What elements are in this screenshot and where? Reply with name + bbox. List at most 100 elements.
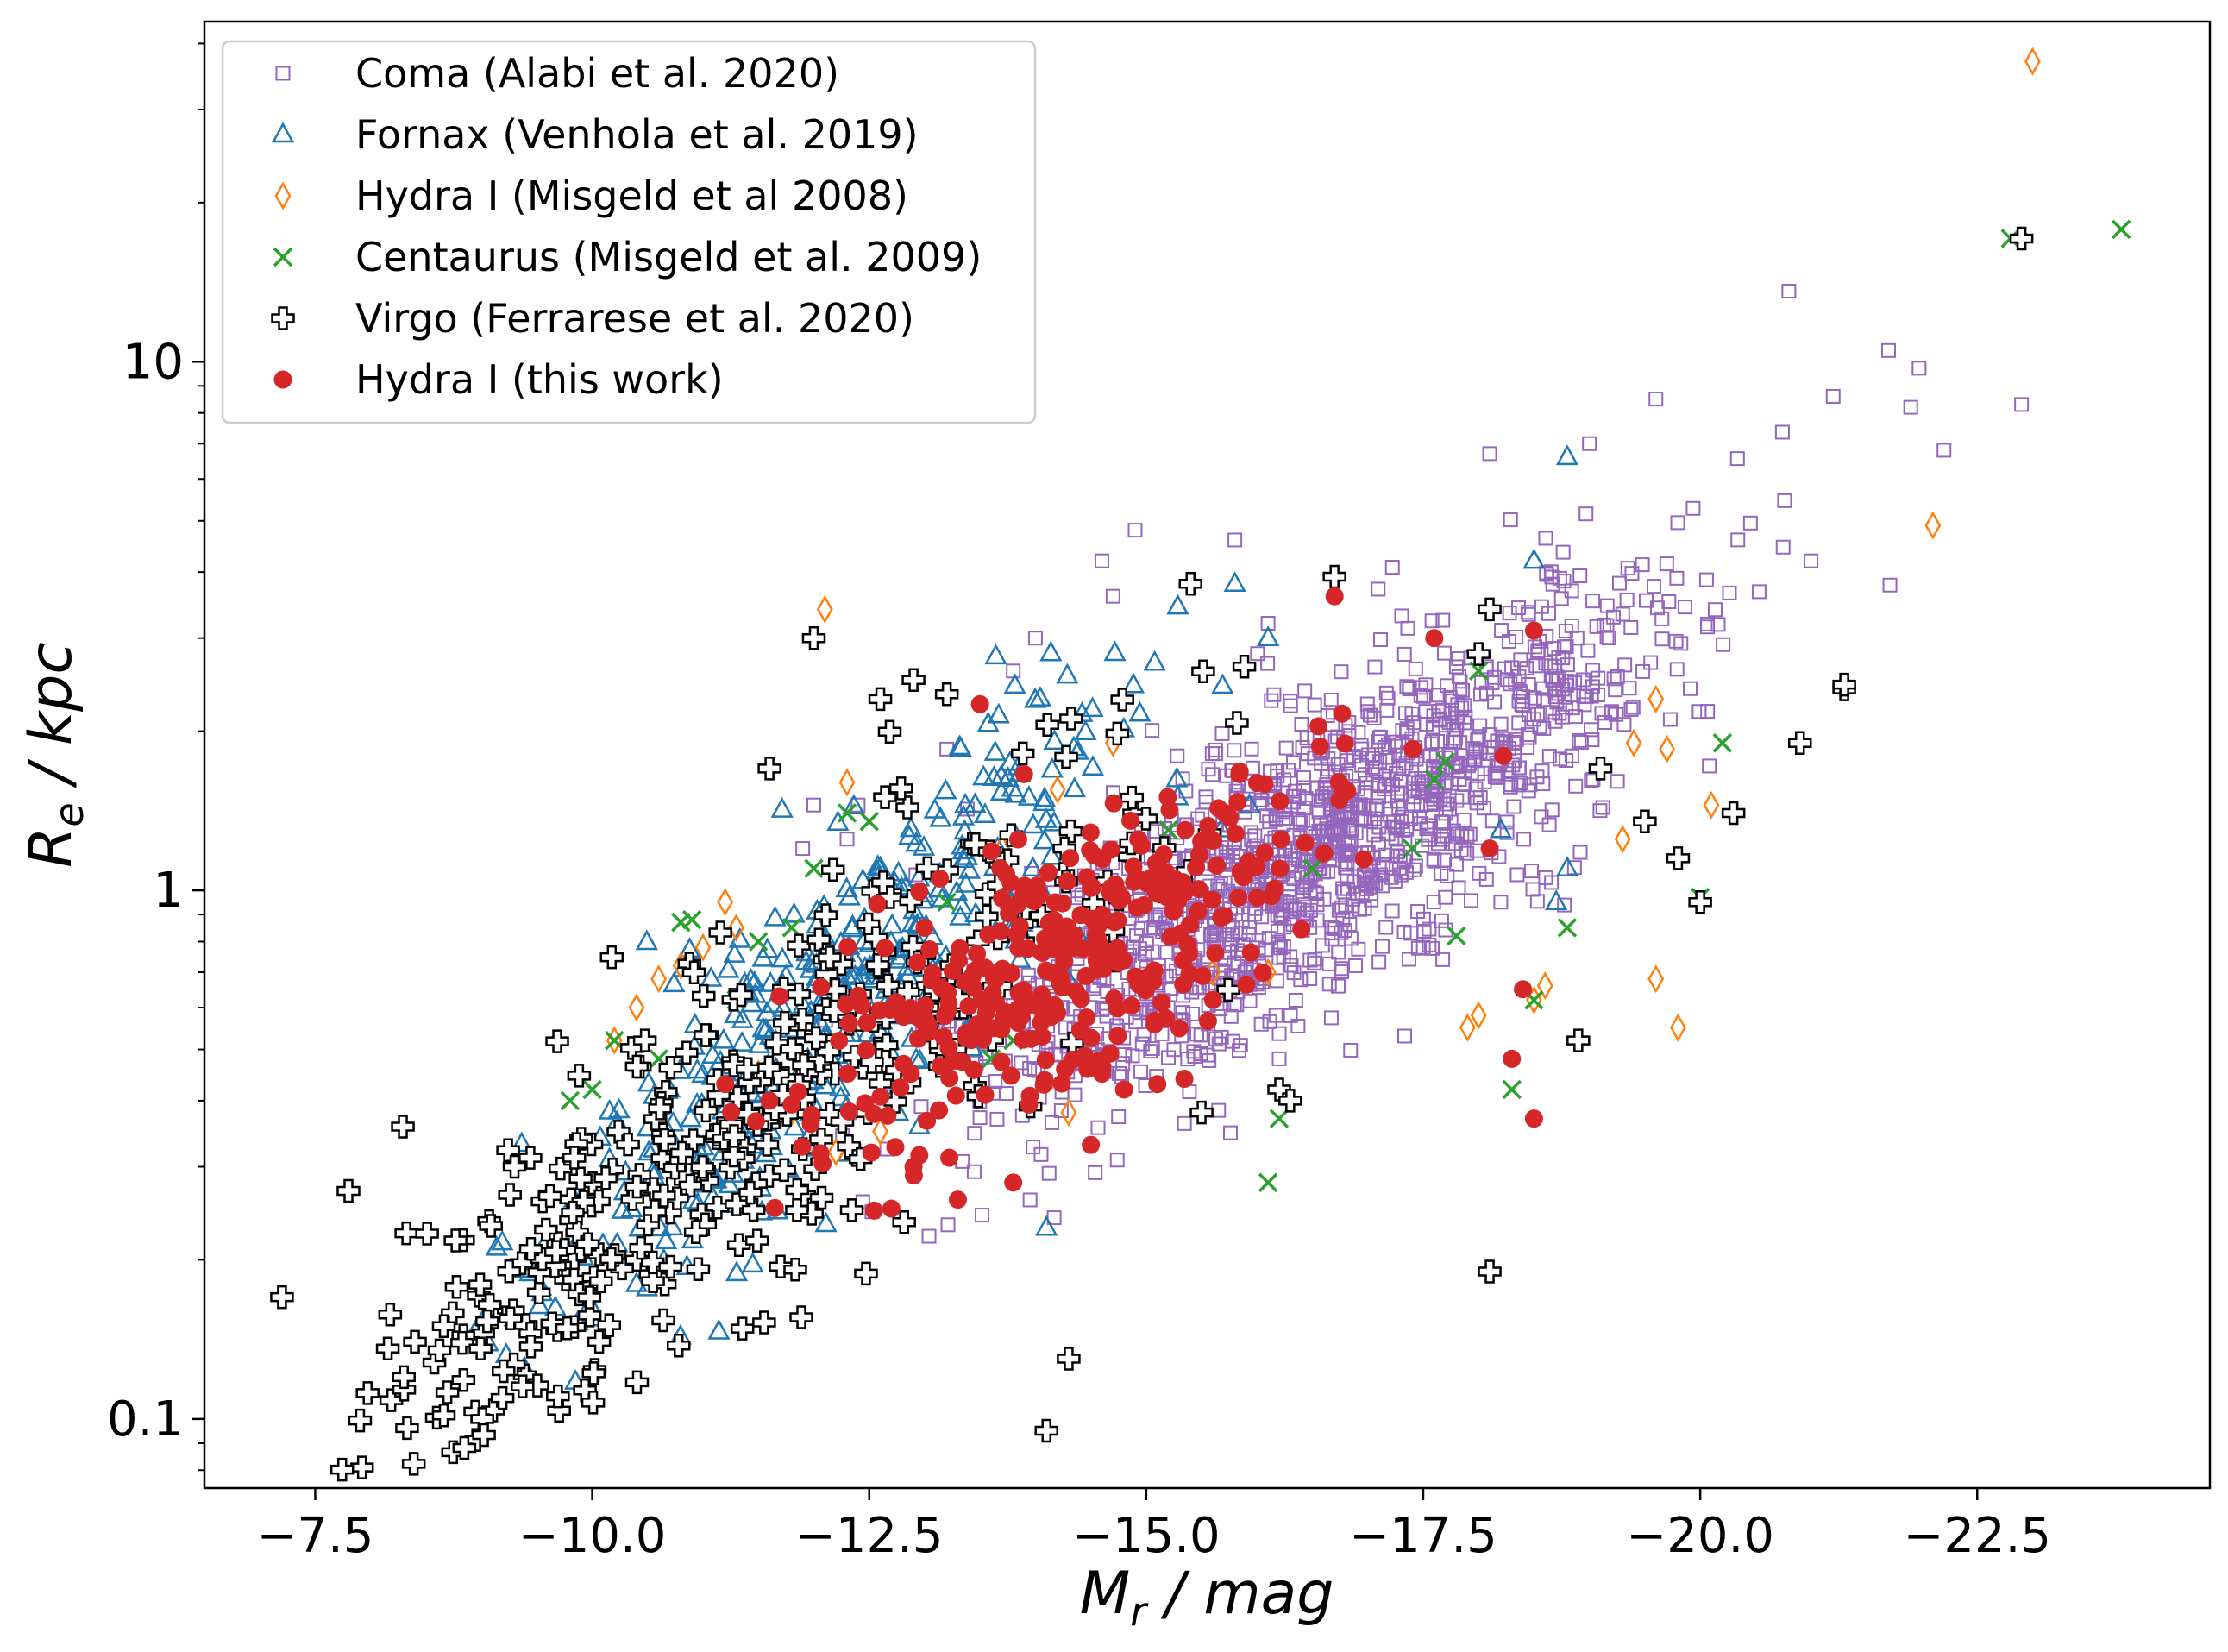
series-2-point — [691, 1062, 714, 1084]
series-1-point — [1278, 740, 1294, 756]
series-6-point — [1023, 994, 1042, 1013]
series-1-point — [1513, 776, 1528, 791]
series-1-point — [1569, 631, 1585, 646]
series-5-point — [643, 1199, 668, 1223]
series-1-point — [1677, 600, 1692, 615]
series-1-point — [1296, 880, 1311, 895]
series-1-point — [1330, 978, 1346, 994]
series-6-point — [1122, 996, 1141, 1015]
series-2-point — [838, 884, 861, 906]
series-5-point — [1058, 819, 1083, 844]
series-4-point — [1447, 926, 1466, 946]
series-3-point — [872, 1116, 889, 1146]
series-1-point — [1654, 611, 1670, 626]
series-5-point — [568, 1166, 593, 1191]
series-1-point — [1398, 850, 1414, 865]
series-1-point — [1553, 591, 1569, 606]
series-5-point — [1478, 597, 1502, 622]
series-6-point — [931, 869, 950, 888]
series-1-point — [1493, 716, 1509, 732]
series-1-point — [806, 797, 821, 813]
series-1-point — [1541, 817, 1557, 832]
series-1-point — [1503, 512, 1518, 528]
series-2-point — [996, 766, 1020, 788]
series-6-point — [1174, 975, 1193, 994]
series-1-point — [1619, 592, 1635, 607]
series-5-point — [581, 1391, 606, 1415]
series-5-point — [1178, 572, 1202, 596]
legend-marker-4 — [273, 247, 293, 267]
series-1-point — [1527, 690, 1542, 706]
series-6-point — [838, 1065, 857, 1084]
series-1-point — [1698, 572, 1714, 587]
series-1-point — [1551, 650, 1566, 665]
series-5-point — [744, 1228, 769, 1253]
series-1-point — [1262, 1014, 1277, 1029]
series-6-point — [856, 1094, 875, 1113]
series-1-point — [1357, 901, 1372, 916]
series-5-point — [641, 1269, 665, 1293]
series-1-point — [1635, 557, 1650, 573]
series-6-point — [1255, 843, 1274, 862]
series-3-point — [1647, 964, 1665, 994]
series-1-point — [1547, 682, 1563, 698]
series-1-point — [1396, 1028, 1412, 1044]
series-2-point — [1223, 571, 1246, 593]
series-1-point — [1683, 681, 1698, 696]
series-1-point — [1327, 921, 1343, 937]
series-2-point — [686, 1058, 709, 1079]
series-1-point — [1729, 451, 1745, 467]
series-5-point — [865, 953, 890, 977]
series-1-point — [1623, 701, 1639, 717]
series-5-point — [392, 1365, 416, 1390]
series-1-point — [940, 1217, 956, 1233]
series-1-point — [1506, 799, 1522, 814]
series-1-point — [1544, 875, 1560, 890]
series-5-point — [675, 1040, 699, 1065]
series-6-point — [871, 1087, 890, 1106]
series-1-point — [913, 1099, 929, 1115]
series-1-point — [1804, 553, 1819, 568]
series-5-point — [581, 1361, 606, 1385]
series-6-point — [746, 1112, 765, 1131]
series-1-point — [1437, 796, 1453, 812]
series-1-point — [1371, 836, 1386, 851]
series-6-point — [1081, 823, 1100, 842]
series-1-point — [1410, 940, 1426, 956]
series-1-point — [1377, 781, 1392, 796]
series-2-point — [1257, 625, 1280, 646]
series-1-point — [1450, 697, 1465, 713]
series-5-point — [1466, 642, 1491, 666]
series-2-point — [491, 1229, 514, 1251]
series-1-point — [1105, 588, 1120, 604]
series-2-point — [1103, 640, 1127, 662]
series-2-point — [635, 929, 658, 951]
legend-marker-6 — [273, 370, 292, 389]
series-6-point — [1148, 1075, 1167, 1094]
series-6-point — [901, 998, 919, 1017]
series-1-point — [1200, 1047, 1215, 1063]
series-6-point — [1061, 849, 1080, 868]
series-5-point — [588, 1269, 613, 1293]
series-6-point — [812, 977, 831, 996]
series-5-point — [1588, 757, 1613, 781]
series-1-point — [1340, 753, 1355, 769]
series-1-point — [1145, 723, 1160, 738]
series-1-point — [1353, 738, 1369, 753]
legend-label-1: Coma (Alabi et al. 2020) — [355, 50, 839, 97]
series-6-point — [1333, 704, 1352, 723]
series-6-point — [1133, 870, 1152, 889]
series-2-point — [1032, 786, 1057, 807]
series-2-point — [881, 913, 904, 934]
series-1-point — [975, 1208, 990, 1223]
series-5-point — [854, 1261, 878, 1286]
series-1-point — [1412, 809, 1428, 825]
series-1-point — [1472, 687, 1488, 702]
series-5-point — [375, 1336, 400, 1361]
series-1-point — [1534, 809, 1549, 825]
x-tick-label: −22.5 — [1903, 1508, 2051, 1564]
series-1-point — [1426, 851, 1441, 867]
series-6-point — [839, 1102, 858, 1121]
series-4-point — [671, 912, 691, 933]
series-1-point — [1451, 651, 1466, 667]
